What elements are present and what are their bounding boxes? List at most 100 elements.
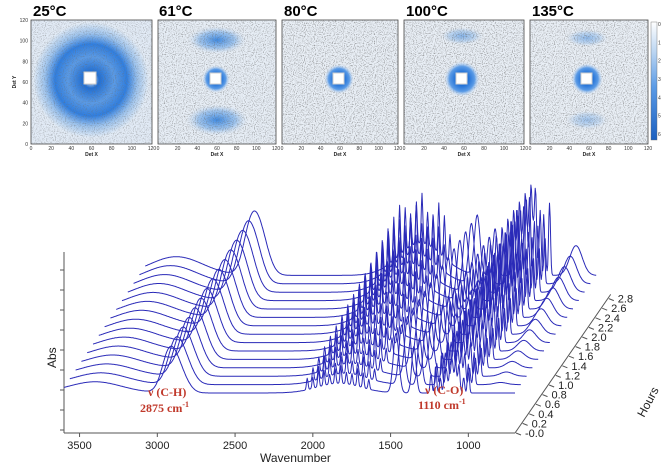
small-x-tick: 60 [337, 146, 343, 152]
colorbar-tick: 5 [658, 114, 661, 120]
z-tick-label: 0.8 [552, 390, 567, 402]
ir-waterfall: 3500 3000 2500 2000 1500 1000 -0.00.20.40.60.… [45, 184, 662, 462]
spectrum-line [145, 184, 597, 276]
colorbar-tick: 1 [658, 40, 661, 46]
x-tick-label: 3500 [67, 440, 91, 452]
small-x-axis-label: Det X [583, 152, 596, 158]
annotation-ch: ν (C-H) 2875 cm-1 [140, 385, 189, 415]
small-x-tick: 120 [644, 146, 653, 152]
small-x-tick: 120 [148, 146, 157, 152]
y-axis-label: Abs [45, 347, 59, 368]
temperature-label: 80°C [284, 3, 318, 20]
z-tick-label: 1.0 [558, 380, 573, 392]
x-tick-label: 2000 [301, 440, 325, 452]
colorbar-tick: 3 [658, 77, 661, 83]
annotation-co: ν (C-O) 1110 cm-1 [418, 383, 466, 412]
small-x-tick: 0 [529, 146, 532, 152]
small-y-tick: 100 [20, 39, 29, 45]
temperature-label: 61°C [159, 3, 193, 20]
annotation-value: 2875 cm-1 [140, 400, 189, 415]
small-x-tick: 60 [214, 146, 220, 152]
z-tick-label: 1.4 [571, 361, 586, 373]
small-x-tick: 100 [500, 146, 509, 152]
small-x-tick: 80 [234, 146, 240, 152]
z-tick-mark [601, 307, 608, 311]
small-x-tick: 0 [281, 146, 284, 152]
z-tick-mark [535, 403, 542, 407]
z-tick-mark [529, 413, 535, 417]
annotation-value: 1110 cm-1 [418, 397, 466, 412]
temperature-label: 100°C [406, 3, 448, 20]
ir-axes-frame [60, 252, 612, 434]
colorbar-tick: 6 [658, 132, 661, 138]
small-y-axis-label: Det Y [12, 75, 18, 88]
colorbar-tick: 0 [658, 22, 661, 28]
annotation-label: ν (C-H) [147, 385, 186, 399]
small-x-tick: 100 [624, 146, 633, 152]
small-x-tick: 60 [461, 146, 467, 152]
z-tick-label: 0.6 [545, 399, 560, 411]
small-x-tick: 40 [69, 146, 75, 152]
z-tick-mark [548, 384, 555, 388]
saxs-panel-100c: 100°C [403, 3, 525, 145]
temperature-label: 25°C [33, 3, 67, 20]
small-x-tick: 0 [30, 146, 33, 152]
annotation-label: ν (C-O) [424, 383, 463, 397]
hours-axis-ticks: -0.00.20.40.60.81.01.21.41.61.82.02.22.4… [515, 294, 633, 440]
small-y-tick: 20 [22, 121, 28, 127]
z-tick-label: 0.4 [538, 409, 553, 421]
z-tick-label: 1.8 [585, 342, 600, 354]
small-y-tick: 40 [22, 101, 28, 107]
ir-series [63, 184, 597, 394]
z-tick-label: 2.6 [611, 303, 626, 315]
small-x-tick: 40 [318, 146, 324, 152]
small-x-tick: 100 [374, 146, 383, 152]
small-x-tick: 20 [299, 146, 305, 152]
small-y-tick: 120 [20, 18, 29, 24]
z-tick-mark [542, 394, 548, 398]
colorbar-tick: 4 [658, 95, 661, 101]
z-tick-label: 1.6 [578, 351, 593, 363]
spectrum-line [75, 285, 527, 377]
temperature-label: 135°C [532, 3, 574, 20]
spectrum-line [87, 269, 539, 360]
small-y-tick: 60 [22, 80, 28, 86]
z-tick-label: -0.0 [525, 428, 544, 440]
small-x-tick: 120 [272, 146, 281, 152]
z-tick-mark [608, 298, 614, 302]
small-y-tick: 0 [25, 142, 28, 148]
spectrum-line [92, 261, 544, 352]
small-x-axis-label: Det X [458, 152, 471, 158]
spectrum-line [63, 301, 515, 394]
z-tick-mark [575, 346, 581, 350]
small-x-tick: 80 [606, 146, 612, 152]
small-x-tick: 120 [520, 146, 529, 152]
small-x-tick: 40 [195, 146, 201, 152]
x-tick-label: 1000 [456, 440, 480, 452]
z-tick-label: 0.2 [532, 418, 547, 430]
spectrum-line [139, 193, 591, 285]
small-x-tick: 80 [357, 146, 363, 152]
small-x-tick: 100 [128, 146, 137, 152]
small-x-tick: 100 [252, 146, 261, 152]
z-tick-label: 2.4 [605, 313, 620, 325]
z-tick-label: 1.2 [565, 370, 580, 382]
small-x-tick: 0 [403, 146, 406, 152]
small-y-tick: 80 [22, 59, 28, 65]
small-x-axis-label: Det X [211, 152, 224, 158]
small-x-axis-label: Det X [334, 152, 347, 158]
small-x-tick: 40 [441, 146, 447, 152]
small-x-tick: 80 [481, 146, 487, 152]
x-tick-label: 1500 [378, 440, 402, 452]
small-x-tick: 0 [157, 146, 160, 152]
saxs-panel-25c: 25°C [30, 3, 153, 145]
small-x-tick: 20 [175, 146, 181, 152]
z-tick-mark [562, 365, 568, 369]
z-tick-mark [582, 336, 588, 340]
z-tick-mark [515, 432, 522, 436]
spectrum-line [81, 277, 533, 369]
x-axis-ticks: 3500 3000 2500 2000 1500 1000 [67, 433, 481, 452]
x-tick-label: 2500 [223, 440, 247, 452]
